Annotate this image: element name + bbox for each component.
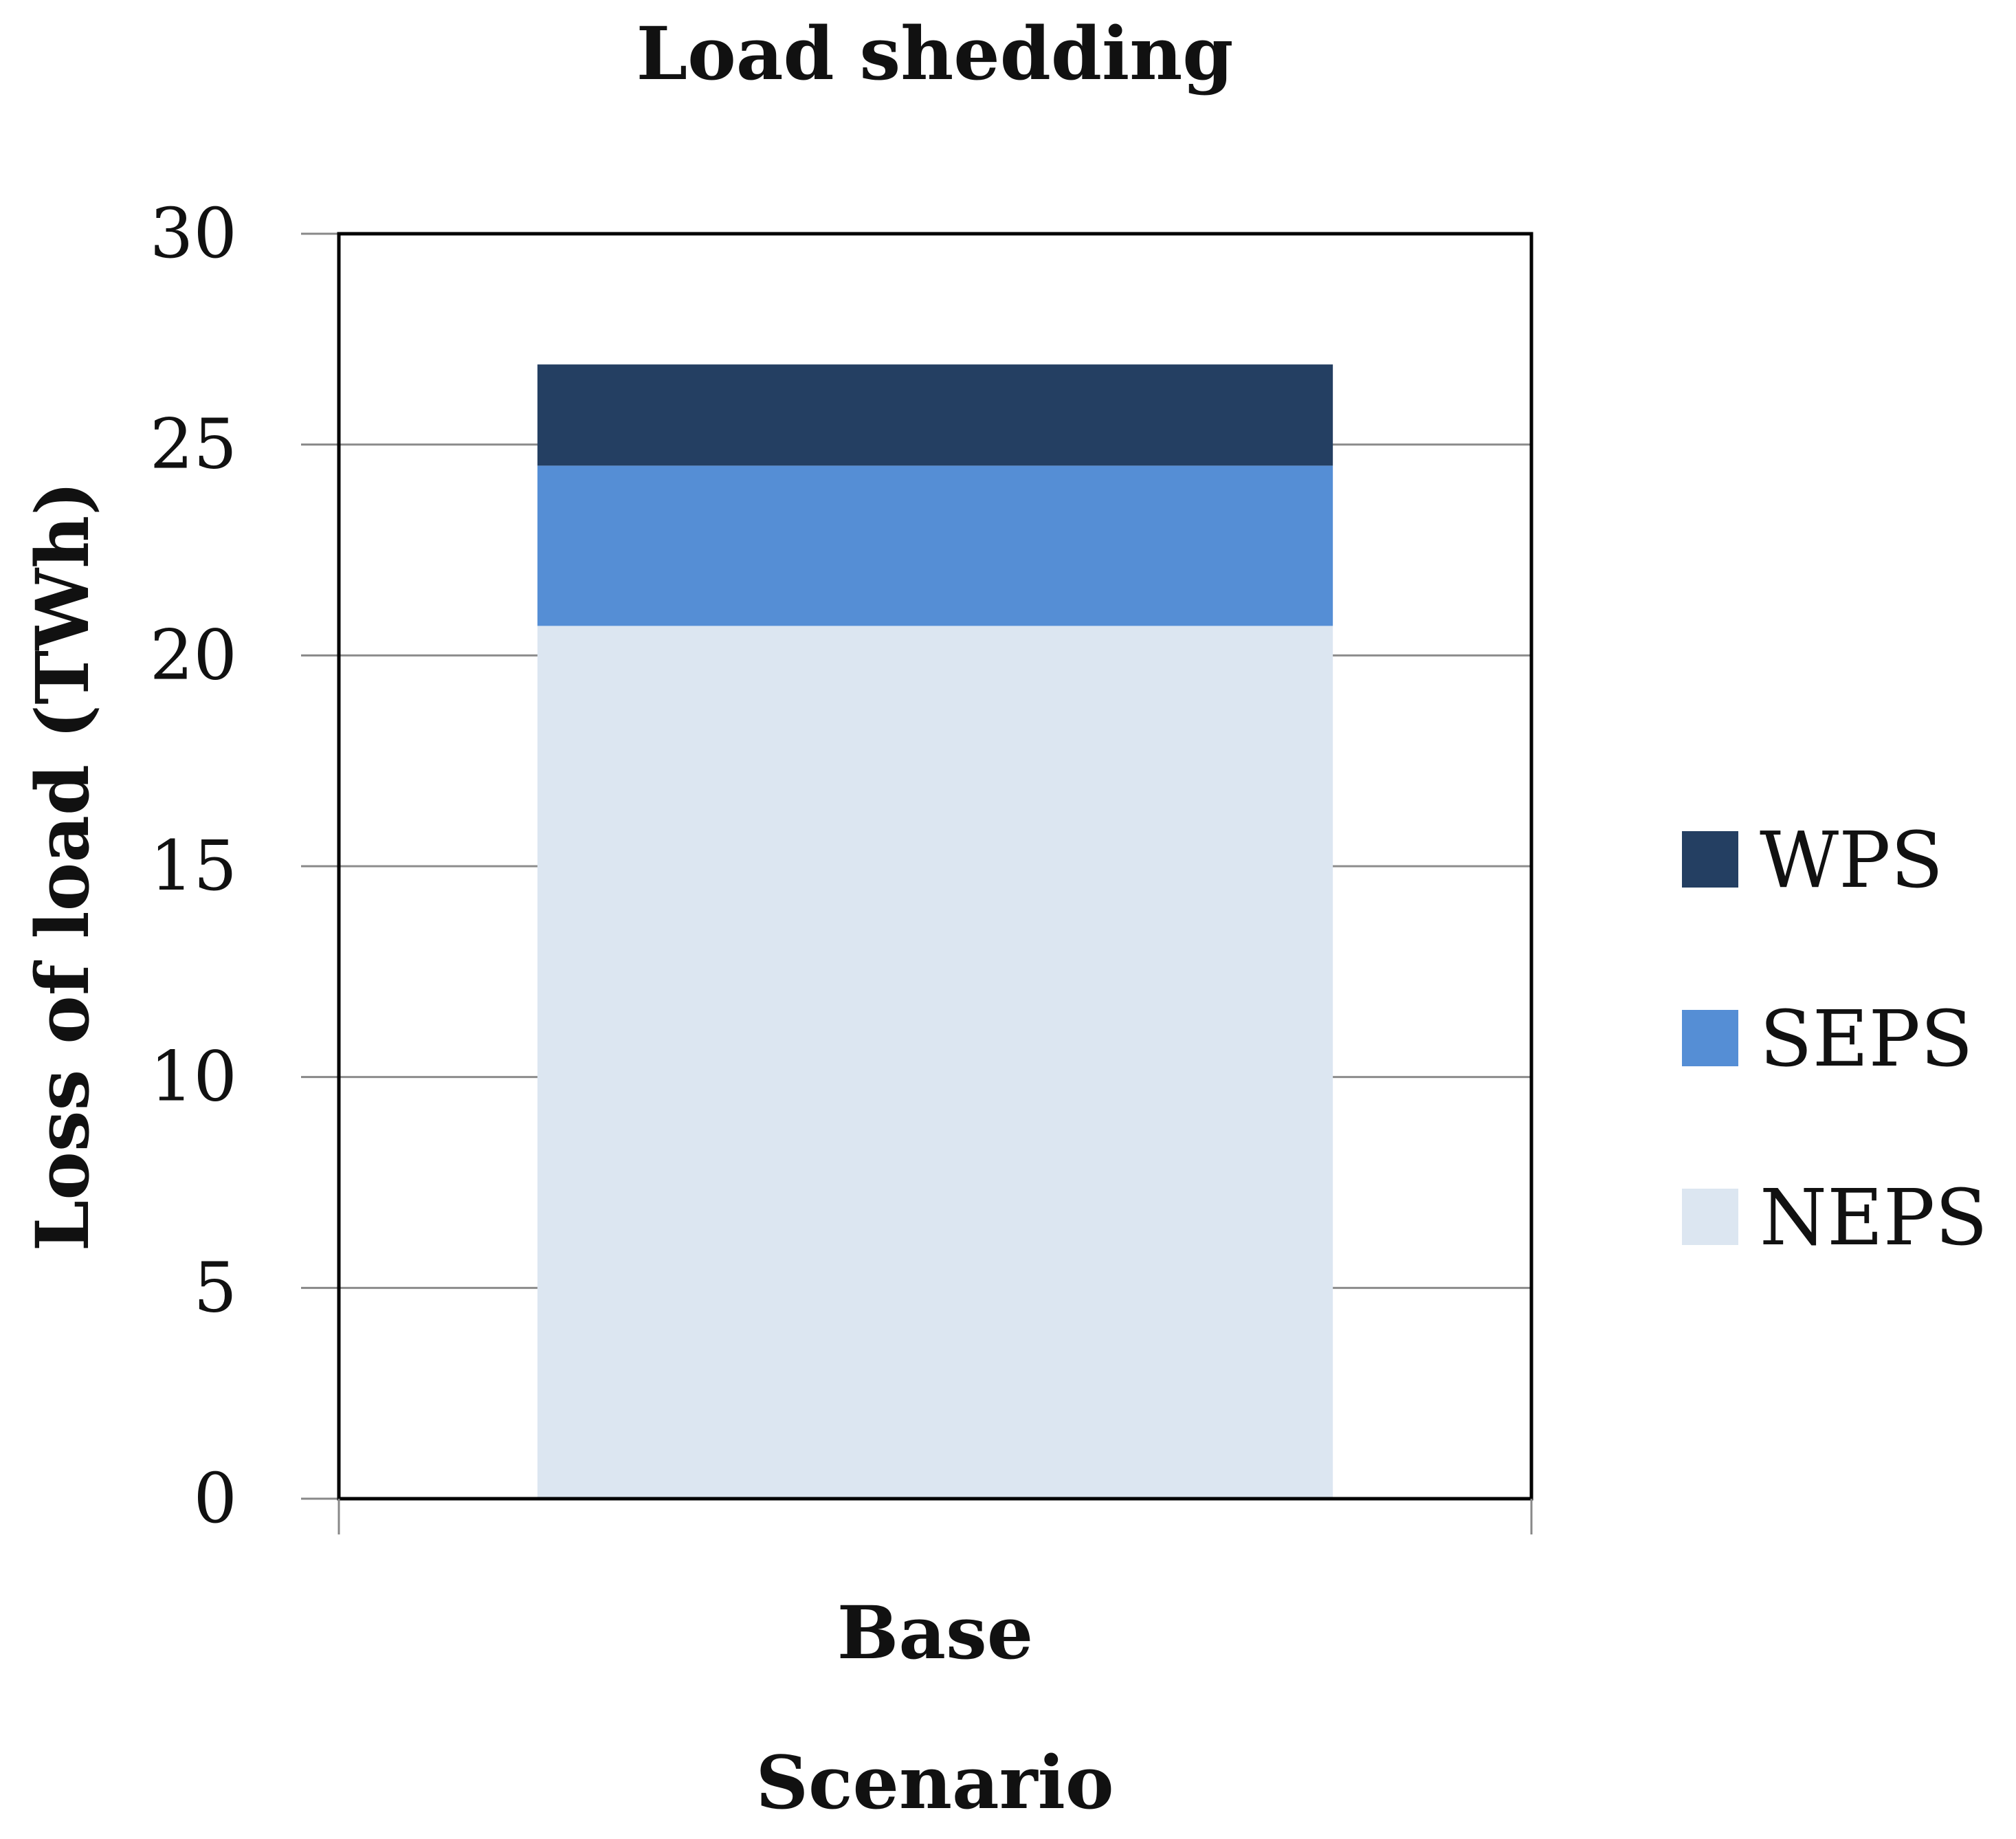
legend-label-wps: WPS: [1760, 816, 1943, 905]
y-tick-label: 0: [193, 1458, 237, 1539]
chart-title: Load shedding: [636, 10, 1234, 96]
x-axis-categories: Base: [837, 1589, 1033, 1675]
y-tick-label: 30: [150, 193, 237, 274]
bars: [537, 364, 1333, 1499]
y-tick-label: 25: [150, 404, 237, 485]
bar-segment-seps: [537, 465, 1333, 626]
y-tick-label: 10: [150, 1037, 237, 1117]
x-category-label: Base: [837, 1589, 1033, 1675]
legend-swatch-neps: [1682, 1189, 1738, 1245]
legend-swatch-wps: [1682, 831, 1738, 888]
y-axis-ticks: 0 5 10 15 20 25 30: [150, 193, 339, 1539]
x-axis-label: Scenario: [755, 1739, 1114, 1825]
legend-label-neps: NEPS: [1760, 1174, 1988, 1263]
bar-segment-neps: [537, 626, 1333, 1499]
y-tick-label: 5: [193, 1247, 237, 1328]
y-axis-label: Loss of load (TWh): [19, 481, 105, 1252]
plot-area-border: [337, 232, 1533, 1501]
bar-segment-wps: [537, 364, 1333, 466]
legend-swatch-seps: [1682, 1010, 1738, 1066]
y-tick-label: 15: [150, 826, 237, 906]
y-tick-label: 20: [150, 615, 237, 695]
legend-label-seps: SEPS: [1760, 995, 1973, 1084]
legend: WPS SEPS NEPS: [1682, 816, 1988, 1263]
